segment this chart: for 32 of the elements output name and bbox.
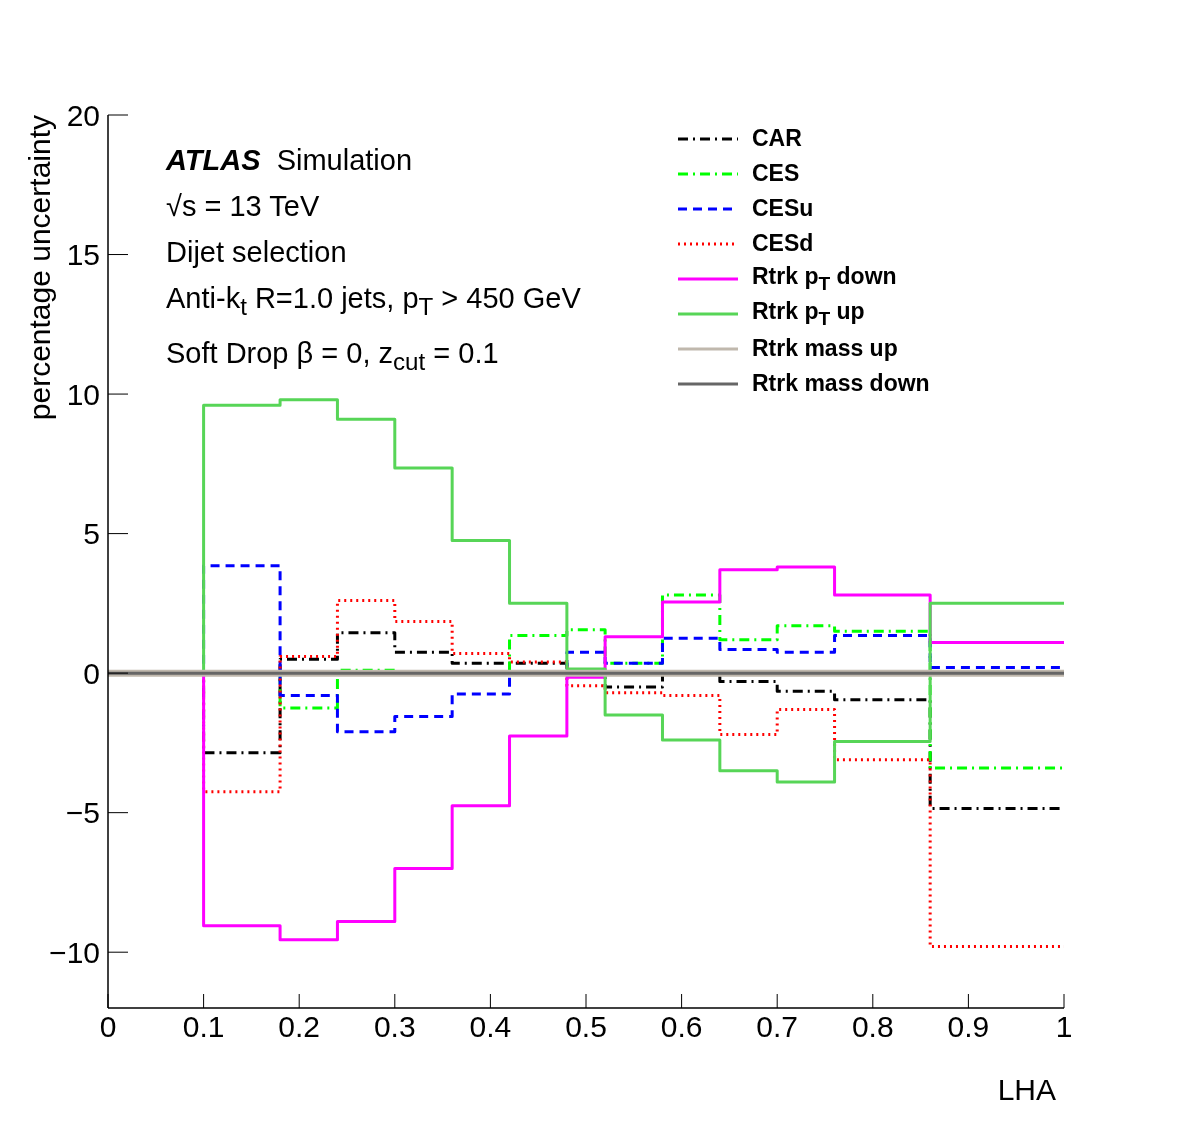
x-tick-label: 0.4 (469, 1010, 512, 1044)
legend-label: Rtrk p$_{T}$ up (752, 297, 865, 330)
legend-label: Rtrk p$_{T}$ down (752, 262, 897, 295)
x-tick-label: 0.8 (851, 1010, 894, 1044)
x-axis-title: LHA (997, 1073, 1056, 1106)
annotation: ATLAS Simulation (166, 143, 414, 178)
x-tick-label: 0.1 (182, 1010, 225, 1044)
y-tick-label: 5 (83, 517, 100, 551)
legend-label: CESu (752, 195, 814, 222)
legend-label: CAR (752, 125, 802, 152)
y-axis-title: percentage uncertainty (23, 115, 56, 421)
annotation: √s = 13 TeV (166, 189, 321, 224)
y-tick-label: 10 (66, 377, 100, 411)
x-tick-label: 0.6 (660, 1010, 703, 1044)
legend-label: Rtrk mass down (752, 370, 930, 397)
legend-label: CESd (752, 230, 814, 257)
x-tick-label: 0.7 (756, 1010, 799, 1044)
y-tick-label: −10 (49, 935, 100, 969)
x-tick-label: 0.5 (565, 1010, 607, 1044)
y-tick-label: 15 (66, 238, 100, 272)
annotation: Soft Drop β = 0, z$_{cut}$ = 0.1 (166, 335, 500, 377)
x-tick-label: 0.2 (278, 1010, 321, 1044)
x-tick-label: 0.3 (373, 1010, 416, 1044)
annotation: Dijet selection (166, 235, 348, 270)
legend-label: CES (752, 160, 800, 187)
annotation: Anti-k$_{t}$ R=1.0 jets, p$_{T}$ > 450 GeV (166, 281, 581, 322)
legend-label: Rtrk mass up (752, 335, 898, 362)
y-tick-label: 0 (83, 656, 100, 690)
x-tick-label: 0.9 (947, 1010, 990, 1044)
y-tick-label: 20 (66, 98, 100, 132)
y-tick-label: −5 (65, 796, 100, 830)
x-tick-label: 1 (1055, 1010, 1073, 1044)
